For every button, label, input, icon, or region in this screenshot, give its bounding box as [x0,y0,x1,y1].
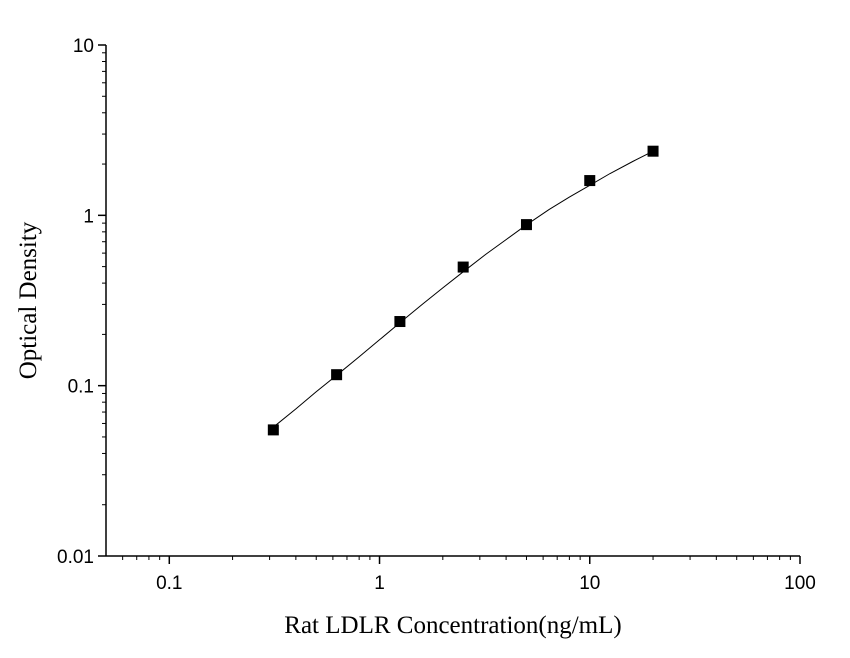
data-point [394,316,406,328]
x-tick-label: 10 [579,573,600,594]
x-tick-label: 1 [374,573,385,594]
y-tick-label: 10 [73,36,94,57]
y-axis-title: Optical Density [15,221,42,379]
data-point [457,261,469,273]
fit-curve [272,150,654,428]
data-points [267,145,659,436]
data-point [520,219,532,231]
y-tick-label: 0.1 [68,377,94,398]
data-point [584,175,596,187]
y-tick-label: 0.01 [57,547,94,568]
y-axis-ticks: 0.01 0.1 1 10 [57,36,106,568]
y-tick-label: 1 [83,206,94,227]
data-point [647,145,659,157]
plot-area: 0.1 1 10 100 0.01 0.1 1 10 [57,36,816,594]
x-tick-label: 100 [784,573,816,594]
x-tick-label: 0.1 [156,573,182,594]
x-axis-ticks: 0.1 1 10 100 [122,556,816,594]
data-point [331,369,343,381]
x-axis-title: Rat LDLR Concentration(ng/mL) [284,612,621,639]
data-point [267,424,279,436]
